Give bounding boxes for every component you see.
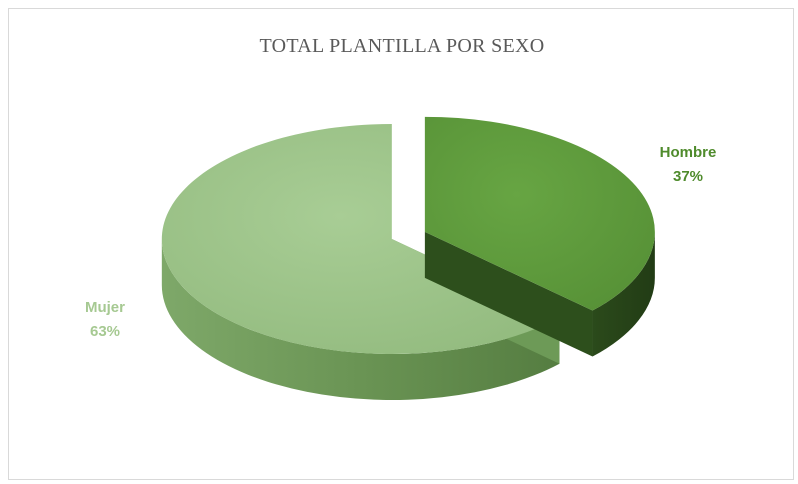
slice-percent-mujer: 63% <box>90 323 120 340</box>
chart-title: TOTAL PLANTILLA POR SEXO <box>259 35 545 57</box>
slice-percent-hombre: 37% <box>673 168 703 185</box>
pie-slice-hombre <box>424 116 655 357</box>
slice-label-hombre: Hombre <box>660 144 717 161</box>
pie-chart: Hombre 37% Mujer 63% <box>85 116 717 400</box>
slice-top-face <box>424 116 655 311</box>
chart-frame: TOTAL PLANTILLA POR SEXO Hombre 37% Mujer 6 <box>8 8 794 480</box>
slice-side-wall <box>161 238 560 400</box>
slice-cut-face <box>424 231 593 357</box>
slice-label-mujer: Mujer <box>85 299 125 316</box>
slice-top-face <box>161 123 560 354</box>
slice-side-wall <box>592 231 655 357</box>
